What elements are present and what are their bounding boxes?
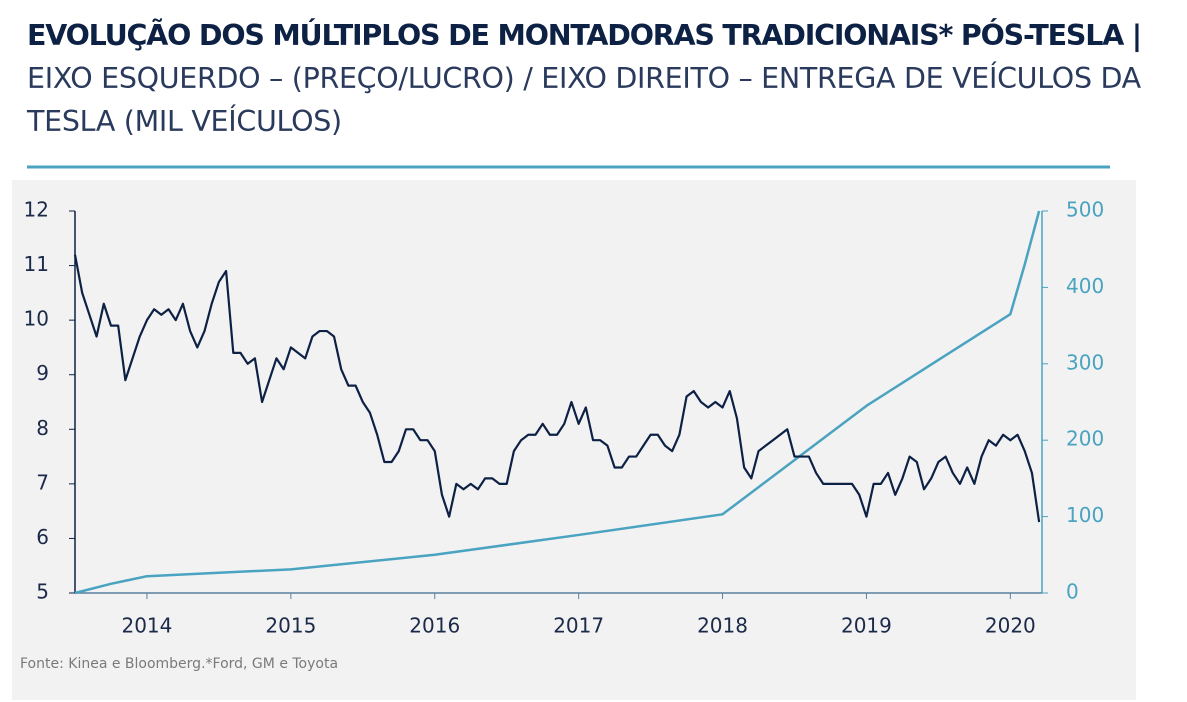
y-tick-label: 10 [24, 307, 49, 331]
y-tick-label: 9 [36, 361, 49, 385]
header: EVOLUÇÃO DOS MÚLTIPLOS DE MONTADORAS TRA… [27, 14, 1147, 143]
x-tick-label: 2014 [121, 614, 172, 638]
y-tick-label: 7 [36, 470, 49, 494]
y2-tick-label: 200 [1066, 427, 1104, 451]
y-tick-label: 8 [36, 416, 49, 440]
data-line [74, 210, 1041, 595]
y2-tick-label: 400 [1066, 274, 1104, 298]
y-tick-label: 11 [24, 252, 49, 276]
y2-tick-label: 0 [1066, 580, 1079, 604]
chart-subtitle: EIXO ESQUERDO – (PREÇO/LUCRO) / EIXO DIR… [27, 62, 1141, 138]
chart-panel [12, 180, 1136, 700]
y2-tick-label: 500 [1066, 198, 1104, 222]
y-tick-label: 6 [36, 525, 49, 549]
x-tick-label: 2015 [265, 614, 316, 638]
source-note: Fonte: Kinea e Bloomberg.*Ford, GM e Toy… [20, 656, 338, 672]
x-tick-label: 2016 [409, 614, 460, 638]
x-tick-label: 2017 [553, 614, 604, 638]
x-tick-label: 2019 [841, 614, 892, 638]
data-line [73, 254, 1041, 523]
x-tick-label: 2018 [697, 614, 748, 638]
y-tick-label: 5 [36, 580, 49, 604]
y2-tick-label: 300 [1066, 350, 1104, 374]
y-tick-label: 12 [24, 198, 49, 222]
chart-title: EVOLUÇÃO DOS MÚLTIPLOS DE MONTADORAS TRA… [27, 19, 1142, 52]
x-tick-label: 2020 [985, 614, 1036, 638]
y2-tick-label: 100 [1066, 503, 1104, 527]
